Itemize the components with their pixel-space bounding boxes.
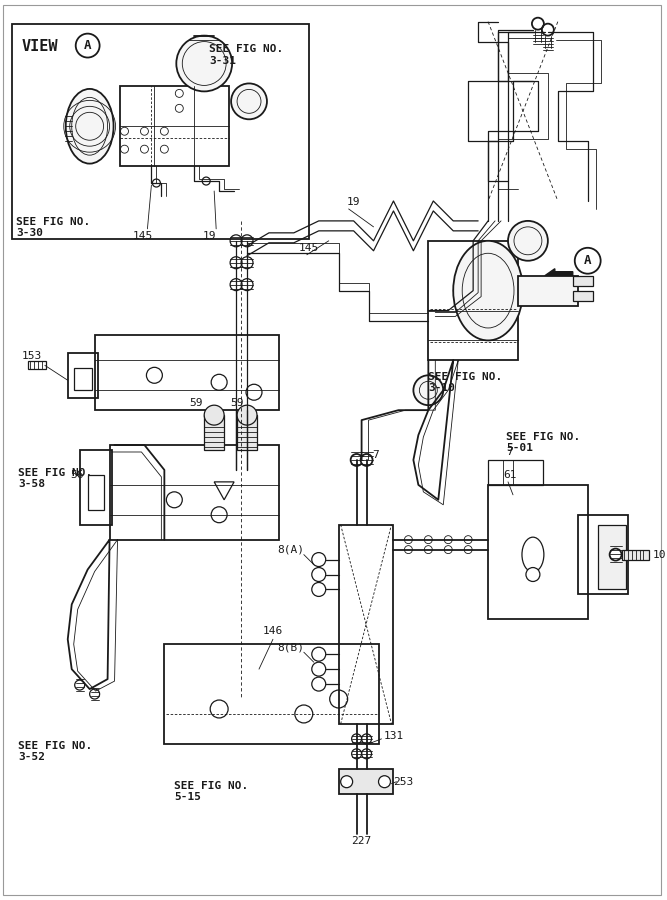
Circle shape bbox=[379, 776, 390, 788]
Bar bbox=[74, 368, 91, 391]
Circle shape bbox=[311, 553, 325, 566]
Text: 145: 145 bbox=[299, 243, 319, 253]
Bar bbox=[164, 644, 379, 744]
Circle shape bbox=[237, 405, 257, 425]
Text: 3-52: 3-52 bbox=[18, 752, 45, 761]
Text: A: A bbox=[84, 39, 91, 52]
Text: 5-01: 5-01 bbox=[506, 443, 533, 453]
Ellipse shape bbox=[454, 241, 523, 340]
Circle shape bbox=[311, 662, 325, 676]
Text: 19: 19 bbox=[202, 230, 216, 241]
Text: SEE FIG NO.: SEE FIG NO. bbox=[209, 43, 283, 53]
Bar bbox=[578, 515, 628, 594]
Bar bbox=[339, 769, 394, 794]
Bar bbox=[12, 23, 309, 239]
Text: 3-10: 3-10 bbox=[428, 383, 456, 393]
Text: 59: 59 bbox=[230, 398, 244, 409]
Circle shape bbox=[311, 647, 325, 662]
Bar bbox=[237, 415, 257, 450]
Text: SEE FIG NO.: SEE FIG NO. bbox=[174, 780, 249, 791]
Text: SEE FIG NO.: SEE FIG NO. bbox=[428, 373, 502, 382]
Bar bbox=[573, 291, 593, 301]
Ellipse shape bbox=[66, 89, 113, 164]
Text: 3-31: 3-31 bbox=[209, 56, 236, 66]
Text: 145: 145 bbox=[132, 230, 153, 241]
Text: VIEW: VIEW bbox=[22, 39, 59, 53]
Bar bbox=[598, 525, 626, 590]
Circle shape bbox=[204, 405, 224, 425]
Bar bbox=[95, 336, 279, 410]
Text: 5-15: 5-15 bbox=[174, 792, 201, 802]
Circle shape bbox=[166, 491, 182, 508]
Circle shape bbox=[508, 220, 548, 261]
Bar bbox=[87, 475, 103, 509]
Circle shape bbox=[176, 36, 232, 92]
Text: 227: 227 bbox=[352, 836, 372, 847]
Text: A: A bbox=[584, 254, 592, 267]
Bar bbox=[428, 241, 518, 360]
Text: 8(B): 8(B) bbox=[277, 643, 303, 652]
Bar bbox=[68, 354, 97, 398]
Text: 3-30: 3-30 bbox=[16, 228, 43, 238]
Bar bbox=[204, 415, 224, 450]
Ellipse shape bbox=[522, 537, 544, 572]
Circle shape bbox=[526, 568, 540, 581]
Bar bbox=[573, 275, 593, 285]
FancyArrow shape bbox=[545, 269, 573, 283]
Text: 10: 10 bbox=[652, 550, 666, 560]
Text: 59: 59 bbox=[189, 398, 203, 409]
Bar bbox=[28, 361, 46, 369]
Text: SEE FIG NO.: SEE FIG NO. bbox=[506, 432, 580, 442]
Circle shape bbox=[610, 549, 622, 561]
Circle shape bbox=[341, 776, 353, 788]
Circle shape bbox=[329, 690, 348, 708]
Circle shape bbox=[231, 84, 267, 120]
Text: 61: 61 bbox=[503, 470, 516, 480]
Circle shape bbox=[147, 367, 162, 383]
Bar bbox=[518, 275, 578, 306]
Circle shape bbox=[414, 375, 444, 405]
Circle shape bbox=[211, 374, 227, 391]
Text: SEE FIG NO.: SEE FIG NO. bbox=[16, 217, 90, 227]
Bar bbox=[622, 550, 650, 560]
Circle shape bbox=[361, 454, 373, 466]
Text: 146: 146 bbox=[263, 626, 283, 636]
Circle shape bbox=[295, 705, 313, 723]
Text: 56: 56 bbox=[70, 470, 83, 480]
Text: SEE FIG NO.: SEE FIG NO. bbox=[18, 468, 92, 478]
Circle shape bbox=[210, 700, 228, 718]
Circle shape bbox=[311, 677, 325, 691]
Bar bbox=[119, 86, 229, 166]
Bar bbox=[109, 445, 279, 540]
Bar bbox=[339, 525, 394, 724]
Text: 7: 7 bbox=[506, 447, 513, 457]
Text: 153: 153 bbox=[22, 351, 42, 361]
Text: 7: 7 bbox=[373, 450, 380, 460]
Circle shape bbox=[351, 454, 363, 466]
Text: 8(A): 8(A) bbox=[277, 544, 303, 554]
Circle shape bbox=[211, 507, 227, 523]
Circle shape bbox=[246, 384, 262, 400]
Bar bbox=[488, 485, 588, 619]
Bar bbox=[488, 460, 543, 485]
Text: SEE FIG NO.: SEE FIG NO. bbox=[18, 741, 92, 751]
Circle shape bbox=[311, 568, 325, 581]
Text: 19: 19 bbox=[347, 197, 360, 207]
Bar bbox=[79, 450, 111, 525]
Text: 3-58: 3-58 bbox=[18, 479, 45, 489]
Circle shape bbox=[311, 582, 325, 597]
Text: 253: 253 bbox=[394, 777, 414, 787]
Text: 131: 131 bbox=[384, 731, 404, 741]
